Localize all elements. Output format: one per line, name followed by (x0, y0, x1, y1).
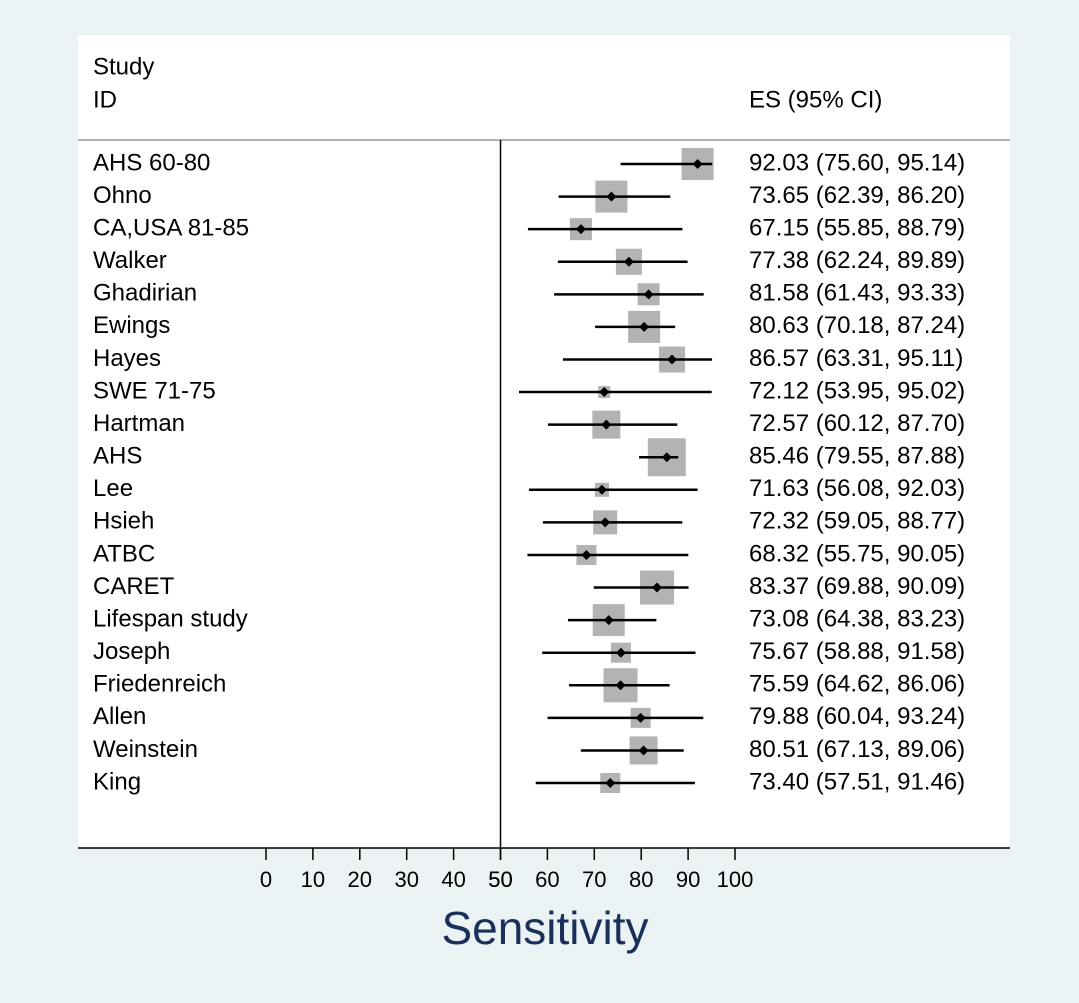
point-estimate (643, 289, 654, 300)
es-label: 72.12 (53.95, 95.02) (749, 377, 965, 404)
x-tick-label: 50 (488, 867, 512, 892)
header-es: ES (95% CI) (749, 86, 882, 113)
study-label: Weinstein (93, 736, 198, 763)
es-label: 73.65 (62.39, 86.20) (749, 182, 965, 209)
study-label: AHS 60-80 (93, 149, 210, 176)
x-tick-label: 60 (535, 867, 559, 892)
plot-panel (78, 35, 1010, 848)
x-tick-label: 40 (441, 867, 465, 892)
es-label: 86.57 (63.31, 95.11) (749, 345, 963, 372)
point-estimate (575, 224, 586, 235)
point-estimate (667, 354, 678, 365)
x-tick-label: 30 (394, 867, 418, 892)
point-estimate (596, 484, 607, 495)
study-label: Ewings (93, 312, 170, 339)
es-label: 67.15 (55.85, 88.79) (749, 215, 965, 242)
study-label: King (93, 768, 141, 795)
study-label: CARET (93, 573, 175, 600)
study-label: Hartman (93, 410, 185, 437)
x-tick-label: 0 (260, 867, 272, 892)
es-label: 72.57 (60.12, 87.70) (749, 410, 965, 437)
x-axis-label: Sensitivity (441, 902, 648, 954)
study-label: Hayes (93, 345, 161, 372)
header-study: Study (93, 53, 154, 80)
x-tick-label: 10 (301, 867, 325, 892)
x-tick-label: 70 (582, 867, 606, 892)
x-tick-label: 50 (488, 867, 512, 892)
x-tick-label: 100 (717, 867, 754, 892)
point-estimate (692, 159, 703, 169)
point-estimate (601, 419, 612, 430)
es-label: 77.38 (62.24, 89.89) (749, 247, 965, 274)
point-estimate (605, 778, 616, 789)
es-label: 73.08 (64.38, 83.23) (749, 605, 965, 632)
point-estimate (652, 582, 663, 593)
study-label: AHS (93, 443, 142, 470)
header-id: ID (93, 86, 117, 113)
es-label: 81.58 (61.43, 93.33) (749, 280, 965, 307)
study-label: Hsieh (93, 508, 154, 535)
es-label: 68.32 (55.75, 90.05) (749, 540, 965, 567)
es-label: 79.88 (60.04, 93.24) (749, 703, 965, 730)
point-estimate (623, 256, 634, 267)
study-label: SWE 71-75 (93, 377, 216, 404)
point-estimate (615, 680, 626, 691)
study-label: Allen (93, 703, 146, 730)
study-label: Ghadirian (93, 280, 197, 307)
es-label: 80.51 (67.13, 89.06) (749, 736, 965, 763)
es-label: 75.67 (58.88, 91.58) (749, 638, 965, 665)
point-estimate (606, 191, 617, 202)
point-estimate (603, 615, 614, 626)
es-label: 71.63 (56.08, 92.03) (749, 475, 965, 502)
point-estimate (600, 517, 611, 528)
es-label: 72.32 (59.05, 88.77) (749, 508, 965, 535)
study-label: Friedenreich (93, 671, 226, 698)
es-label: 85.46 (79.55, 87.88) (749, 443, 965, 470)
es-label: 92.03 (75.60, 95.14) (749, 149, 965, 176)
study-label: ATBC (93, 540, 155, 567)
study-label: CA,USA 81-85 (93, 215, 249, 242)
es-label: 83.37 (69.88, 90.09) (749, 573, 965, 600)
study-label: Joseph (93, 638, 170, 665)
es-label: 75.59 (64.62, 86.06) (749, 671, 965, 698)
x-tick-label: 20 (348, 867, 372, 892)
point-estimate (638, 745, 649, 756)
point-estimate (615, 647, 626, 658)
x-tick-label: 90 (676, 867, 700, 892)
study-label: Ohno (93, 182, 152, 209)
point-estimate (661, 452, 672, 463)
study-label: Lifespan study (93, 605, 248, 632)
es-label: 80.63 (70.18, 87.24) (749, 312, 965, 339)
point-estimate (635, 712, 646, 723)
study-label: Walker (93, 247, 167, 274)
es-label: 73.40 (57.51, 91.46) (749, 768, 965, 795)
study-label: Lee (93, 475, 133, 502)
point-estimate (581, 549, 592, 560)
point-estimate (599, 387, 610, 398)
x-tick-label: 80 (629, 867, 653, 892)
point-estimate (639, 321, 650, 332)
